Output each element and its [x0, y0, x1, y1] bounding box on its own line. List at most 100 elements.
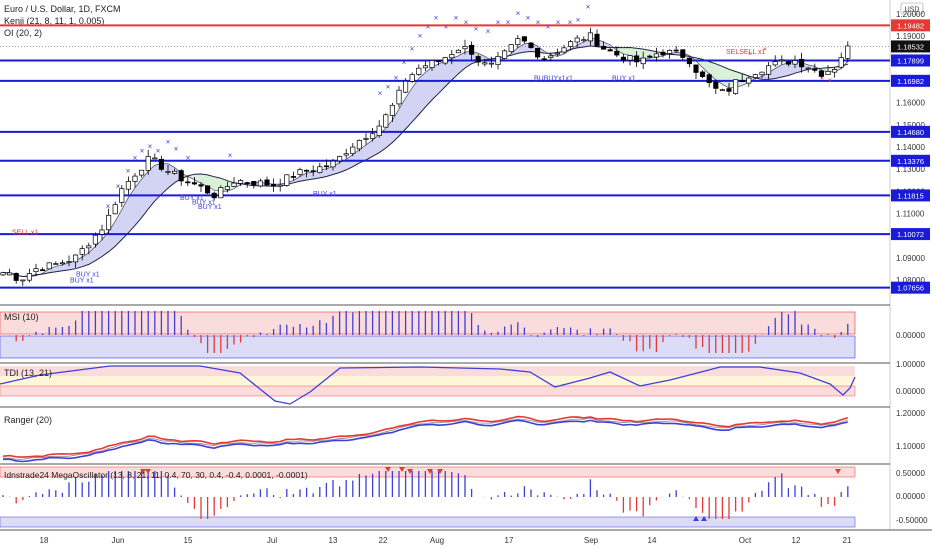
candle-body	[680, 49, 686, 58]
price-level-badge	[891, 19, 930, 32]
candle-body	[396, 89, 402, 105]
signal-x-marker: ×	[378, 89, 383, 98]
candle-body	[145, 156, 151, 171]
time-label: 15	[184, 536, 193, 545]
mega-axis-neg: -0.50000	[896, 516, 928, 525]
candle-body	[7, 272, 13, 276]
indicator-oi-label: OI (20, 2)	[4, 28, 42, 38]
candle-body	[343, 153, 349, 156]
candle-body	[818, 70, 824, 77]
signal-label: BUY x1	[70, 277, 94, 284]
candle-body	[752, 74, 758, 78]
candle-body	[568, 41, 574, 47]
price-pane[interactable]: ××××× × ×××× ××××××××××× ×× ×× ×× × × × × × ××× ××× S…	[0, 2, 890, 289]
candle-body	[502, 50, 508, 59]
mega-sell-arrow	[145, 469, 151, 474]
candle-body	[766, 65, 772, 75]
signal-x-marker: ×	[586, 2, 591, 11]
signal-label: BUY x1	[192, 200, 216, 207]
cloud-segment	[240, 51, 485, 187]
msi-upper-zone	[0, 311, 856, 335]
signal-x-marker: ×	[556, 18, 561, 27]
candle-body	[693, 64, 699, 73]
candle-body	[535, 48, 541, 58]
tdi-mid-zone	[0, 376, 855, 386]
ranger-title: Ranger (20)	[4, 415, 52, 425]
candle-body	[620, 56, 626, 61]
candle-body	[607, 49, 613, 52]
candle-body	[231, 182, 237, 187]
price-tick: 1.20000	[896, 10, 925, 19]
megaoscillator-pane[interactable]: Idnstrade24 MegaOscillator (13, 8, 21, 1…	[0, 466, 928, 528]
signal-x-marker: ×	[828, 78, 832, 85]
price-tick: 1.14000	[896, 143, 925, 152]
msi-pane[interactable]: MSI (10) 0.00000	[0, 311, 925, 359]
time-axis[interactable]: 18 Jun 15 Jul 13 22 Aug 17 Sep 14 Oct 12 21	[40, 536, 852, 545]
candle-body	[422, 65, 428, 69]
candle-body	[627, 55, 633, 61]
fast-line	[2, 37, 849, 278]
candle-body	[86, 245, 92, 249]
signal-label: BUY x1	[198, 204, 222, 211]
currency-label: USD	[905, 7, 920, 14]
candle-body	[297, 169, 303, 175]
tdi-pane[interactable]: TDI (13, 21) 1.00000 0.00000	[0, 360, 925, 405]
candle-body	[13, 272, 19, 281]
time-label: 21	[843, 536, 852, 545]
candle-body	[640, 57, 646, 65]
signal-x-marker: ×	[444, 22, 449, 31]
candle-body	[838, 57, 844, 68]
signal-label: SELSELL x1	[726, 49, 766, 56]
ranger-mid-line	[2, 417, 848, 460]
candle-body	[436, 60, 442, 63]
signal-label: SELL x1	[12, 230, 38, 237]
candle-body	[389, 104, 395, 116]
candle-body	[271, 184, 277, 187]
signal-markers: ××××× × ×××× ××××××××××× ×× ×× ×× × × × × × ××× ×××	[106, 2, 832, 211]
ranger-pane[interactable]: Ranger (20) 1.20000 1.10000	[2, 409, 925, 463]
mega-lower-zone	[0, 516, 856, 528]
mega-title: Idnstrade24 MegaOscillator (13, 8, 21, 1…	[4, 470, 308, 480]
candle-body	[779, 59, 785, 62]
price-tick: 1.16000	[896, 99, 925, 108]
candle-body	[370, 133, 376, 139]
signal-x-marker: ×	[546, 22, 551, 31]
mega-buy-arrow	[701, 516, 707, 521]
candle-body	[53, 263, 59, 265]
signal-label: BUY x1	[313, 191, 337, 198]
signal-x-marker: ×	[186, 153, 191, 162]
price-level-badge	[891, 189, 930, 202]
candle-body	[812, 68, 818, 71]
signal-x-marker: ×	[820, 75, 824, 82]
signal-x-marker: ×	[156, 147, 161, 156]
candle-body	[152, 157, 158, 160]
mega-sell-arrow	[835, 469, 841, 474]
time-label: Aug	[430, 536, 444, 545]
candle-body	[290, 176, 296, 178]
currency-badge[interactable]	[900, 2, 924, 15]
price-level-value: 1.14680	[897, 128, 924, 137]
candle-body	[455, 49, 461, 54]
candle-body	[554, 52, 560, 55]
signal-x-marker: ×	[402, 58, 407, 67]
mega-sell-arrow	[399, 467, 405, 472]
candle-body	[59, 262, 65, 265]
signal-x-marker: ×	[386, 82, 391, 91]
mega-sell-arrow	[407, 469, 413, 474]
candle-body	[119, 188, 125, 203]
candle-body	[581, 39, 587, 42]
candle-body	[726, 88, 732, 92]
candle-body	[667, 50, 673, 54]
mega-axis-pos: 0.50000	[896, 469, 925, 478]
price-level-value: 1.11815	[897, 191, 924, 200]
candle-body	[495, 56, 501, 66]
candle-body	[356, 140, 362, 150]
candle-body	[224, 186, 230, 190]
candle-body	[719, 89, 725, 92]
tdi-axis-1: 1.00000	[896, 360, 925, 369]
symbol-title: Euro / U.S. Dollar, 1D, FXCM	[4, 4, 121, 14]
candle-body	[488, 62, 494, 65]
price-level-value: 1.17899	[897, 56, 924, 65]
signal-x-marker: ×	[496, 18, 501, 27]
